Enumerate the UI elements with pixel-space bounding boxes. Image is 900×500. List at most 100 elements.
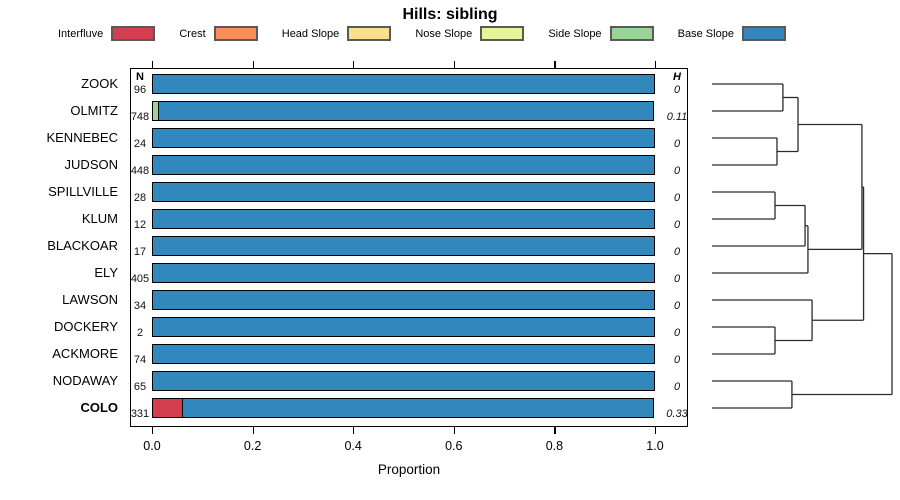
axis-tick-top xyxy=(655,61,657,68)
h-value: 0 xyxy=(673,381,681,393)
h-value: 0 xyxy=(673,327,681,339)
n-value: 405 xyxy=(130,273,150,285)
bar-segment-base-slope xyxy=(152,263,655,283)
n-value: 24 xyxy=(133,138,147,150)
legend-swatch xyxy=(213,26,258,41)
legend-item-interfluve: Interfluve xyxy=(58,26,156,41)
axis-tick-label: 0.6 xyxy=(445,439,463,453)
legend-label: Interfluve xyxy=(58,27,104,40)
axis-tick-bottom xyxy=(252,427,254,434)
axis-tick-top xyxy=(252,61,254,68)
axis-tick-label: 0.8 xyxy=(545,439,564,453)
row-label-spillville: SPILLVILLE xyxy=(48,184,118,199)
axis-tick-bottom xyxy=(655,427,657,434)
row-label-blackoar: BLACKOAR xyxy=(47,238,118,253)
row-label-ackmore: ACKMORE xyxy=(52,346,118,361)
row-label-dockery: DOCKERY xyxy=(53,319,118,334)
axis-tick-top xyxy=(353,61,355,68)
legend-item-head-slope: Head Slope xyxy=(282,26,392,41)
legend-item-crest: Crest xyxy=(179,26,258,41)
axis-tick-label: 0.2 xyxy=(243,439,262,453)
bar-olmitz xyxy=(152,101,655,121)
row-label-klum: KLUM xyxy=(81,211,118,226)
axis-tick-bottom xyxy=(152,427,154,434)
n-value: 448 xyxy=(130,165,150,177)
legend-swatch xyxy=(609,26,654,41)
bar-spillville xyxy=(152,182,655,202)
bar-segment-base-slope xyxy=(152,290,655,310)
n-value: 34 xyxy=(133,300,147,312)
n-value: 17 xyxy=(133,246,147,258)
h-value: 0 xyxy=(673,219,681,231)
legend-swatch xyxy=(111,26,156,41)
axis-tick-label: 1.0 xyxy=(646,439,664,453)
h-value: 0 xyxy=(673,138,681,150)
row-label-kennebec: KENNEBEC xyxy=(46,130,118,145)
row-label-olmitz: OLMITZ xyxy=(70,103,118,118)
bar-segment-base-slope xyxy=(152,209,655,229)
legend-swatch xyxy=(480,26,525,41)
bar-dockery xyxy=(152,317,655,337)
n-value: 331 xyxy=(130,408,150,420)
bar-segment-base-slope xyxy=(152,155,655,175)
bar-segment-interfluve xyxy=(152,398,184,418)
bar-klum xyxy=(152,209,655,229)
legend-swatch xyxy=(741,26,786,41)
n-value: 748 xyxy=(130,111,150,123)
bar-kennebec xyxy=(152,128,655,148)
bar-ackmore xyxy=(152,344,655,364)
n-value: 65 xyxy=(133,381,147,393)
bar-lawson xyxy=(152,290,655,310)
h-value: 0.11 xyxy=(666,111,688,123)
legend: Interfluve Crest Head Slope Nose Slope Side … xyxy=(58,26,786,41)
row-label-judson: JUDSON xyxy=(64,157,118,172)
h-value: 0 xyxy=(673,354,681,366)
h-value: 0 xyxy=(673,192,681,204)
legend-item-side-slope: Side Slope xyxy=(548,26,654,41)
bar-segment-base-slope xyxy=(152,317,655,337)
bar-nodaway xyxy=(152,371,655,391)
n-value: 2 xyxy=(136,327,144,339)
row-label-zook: ZOOK xyxy=(81,76,118,91)
row-label-colo: COLO xyxy=(80,400,118,415)
axis-tick-label: 0.4 xyxy=(344,439,362,453)
n-column-header: N xyxy=(136,71,144,83)
bar-segment-base-slope xyxy=(152,344,655,364)
h-value: 0 xyxy=(673,165,681,177)
legend-label: Side Slope xyxy=(548,27,602,40)
bar-ely xyxy=(152,263,655,283)
bar-segment-base-slope xyxy=(152,128,655,148)
axis-tick-bottom xyxy=(353,427,355,434)
h-value: 0.33 xyxy=(666,408,688,420)
legend-swatch xyxy=(347,26,392,41)
bar-segment-base-slope xyxy=(152,236,655,256)
bar-segment-base-slope xyxy=(152,74,655,94)
legend-label: Nose Slope xyxy=(415,27,473,40)
bar-segment-base-slope xyxy=(152,371,655,391)
row-label-nodaway: NODAWAY xyxy=(52,373,118,388)
bar-segment-base-slope xyxy=(158,101,654,121)
axis-tick-top xyxy=(453,61,455,68)
axis-tick-top xyxy=(152,61,154,68)
bar-judson xyxy=(152,155,655,175)
legend-label: Crest xyxy=(179,27,206,40)
chart-title: Hills: sibling xyxy=(402,6,498,23)
h-value: 0 xyxy=(673,84,681,96)
x-axis-label: Proportion xyxy=(377,462,441,477)
axis-tick-label: 0.0 xyxy=(143,439,161,453)
h-column-header: H xyxy=(673,71,681,83)
legend-label: Head Slope xyxy=(281,27,340,40)
bar-segment-base-slope xyxy=(152,182,655,202)
legend-label: Base Slope xyxy=(677,27,734,40)
row-label-lawson: LAWSON xyxy=(62,292,118,307)
row-label-ely: ELY xyxy=(94,265,118,280)
n-value: 28 xyxy=(133,192,147,204)
h-value: 0 xyxy=(673,300,681,312)
h-value: 0 xyxy=(673,246,681,258)
legend-item-nose-slope: Nose Slope xyxy=(415,26,525,41)
bar-blackoar xyxy=(152,236,655,256)
n-value: 96 xyxy=(133,84,147,96)
axis-tick-bottom xyxy=(554,427,556,434)
legend-item-base-slope: Base Slope xyxy=(678,26,786,41)
